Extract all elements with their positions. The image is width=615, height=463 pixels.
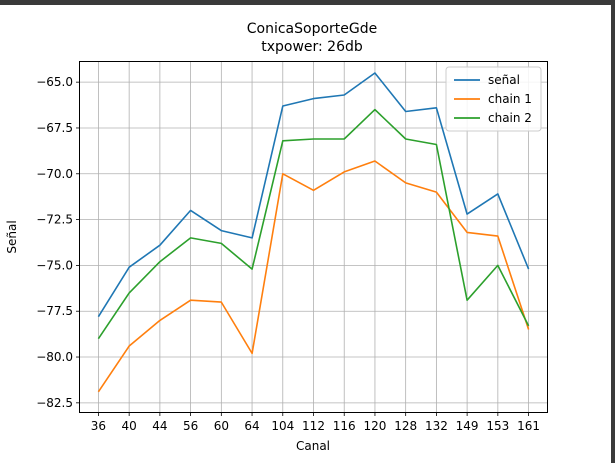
x-tick-label: 36 — [91, 419, 106, 433]
y-tick-label: −72.5 — [36, 213, 73, 227]
line-chart: ConicaSoporteGde txpower: 26db 36 40 44 56 6… — [5, 21, 548, 453]
legend-label: señal — [488, 73, 520, 87]
legend-label: chain 2 — [488, 111, 532, 125]
x-tick-label: 112 — [302, 419, 325, 433]
chart-subtitle: txpower: 26db — [261, 39, 363, 55]
x-tick-label: 60 — [214, 419, 229, 433]
chart-title: ConicaSoporteGde — [247, 21, 378, 37]
x-tick-label: 40 — [122, 419, 137, 433]
series-line-1 — [97, 72, 530, 318]
y-tick-label: −65.0 — [36, 75, 73, 89]
legend-box — [445, 66, 542, 132]
legend: señal chain 1 chain 2 — [445, 66, 542, 132]
y-axis-ticks: −65.0 −67.5 −70.0 −72.5 −75.0 −77.5 −80.0 −82.5 — [36, 75, 80, 410]
series-line-2 — [97, 160, 530, 393]
x-axis-ticks: 36 40 44 56 60 64 104 112 116 120 128 132 149 153 161 — [91, 412, 540, 433]
x-tick-label: 153 — [486, 419, 509, 433]
x-tick-label: 161 — [517, 419, 540, 433]
y-axis-label: Señal — [5, 220, 19, 253]
y-tick-label: −77.5 — [36, 304, 73, 318]
x-tick-label: 104 — [271, 419, 294, 433]
x-axis-label: Canal — [296, 439, 330, 453]
x-tick-label: 64 — [244, 419, 259, 433]
y-tick-label: −75.0 — [36, 258, 73, 272]
x-tick-label: 132 — [425, 419, 448, 433]
legend-label: chain 1 — [488, 92, 532, 106]
x-tick-label: 56 — [183, 419, 198, 433]
x-tick-label: 44 — [152, 419, 167, 433]
y-tick-label: −67.5 — [36, 121, 73, 135]
y-tick-label: −70.0 — [36, 167, 73, 181]
x-tick-label: 120 — [363, 419, 386, 433]
y-tick-label: −82.5 — [36, 396, 73, 410]
x-tick-label: 116 — [333, 419, 356, 433]
series-lines — [97, 72, 530, 393]
figure-canvas: ConicaSoporteGde txpower: 26db 36 40 44 56 6… — [0, 5, 611, 463]
series-line-3 — [97, 108, 530, 340]
x-tick-label: 128 — [394, 419, 417, 433]
y-tick-label: −80.0 — [36, 350, 73, 364]
x-tick-label: 149 — [456, 419, 479, 433]
